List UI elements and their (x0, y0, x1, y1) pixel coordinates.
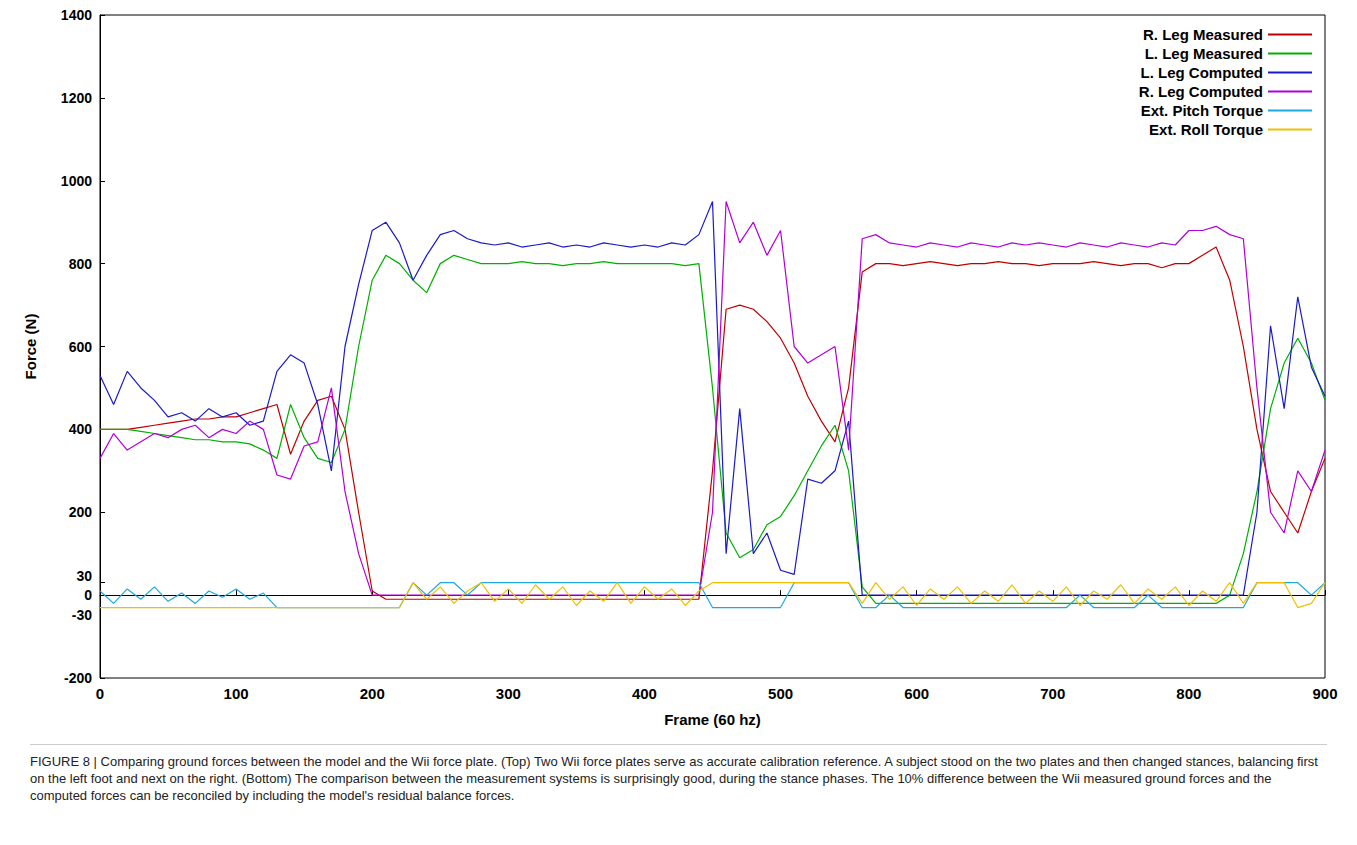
svg-text:0: 0 (84, 587, 92, 603)
svg-text:L. Leg Measured: L. Leg Measured (1145, 45, 1263, 62)
html-text:FIGURE 8 | Comparing ground fo: FIGURE 8 | Comparing ground forces betwe… (30, 754, 1318, 803)
svg-text:600: 600 (69, 339, 93, 355)
svg-text:Frame (60 hz): Frame (60 hz) (664, 711, 761, 728)
svg-text:800: 800 (69, 256, 93, 272)
svg-text:Ext. Pitch Torque: Ext. Pitch Torque (1141, 102, 1263, 119)
svg-text:500: 500 (768, 685, 793, 702)
svg-text:300: 300 (496, 685, 521, 702)
svg-text:100: 100 (224, 685, 249, 702)
svg-text:Force (N): Force (N) (22, 314, 39, 380)
svg-text:400: 400 (69, 421, 93, 437)
svg-text:1400: 1400 (61, 7, 92, 23)
svg-text:800: 800 (1176, 685, 1201, 702)
svg-text:-200: -200 (64, 670, 92, 686)
svg-text:R. Leg Computed: R. Leg Computed (1139, 83, 1263, 100)
svg-text:L. Leg Computed: L. Leg Computed (1141, 64, 1264, 81)
svg-text:-30: -30 (72, 607, 92, 623)
svg-text:700: 700 (1040, 685, 1065, 702)
svg-text:200: 200 (69, 504, 93, 520)
svg-text:R. Leg Measured: R. Leg Measured (1143, 26, 1263, 43)
svg-text:900: 900 (1312, 685, 1337, 702)
svg-text:Ext. Roll Torque: Ext. Roll Torque (1149, 121, 1263, 138)
svg-text:30: 30 (76, 568, 92, 584)
svg-text:600: 600 (904, 685, 929, 702)
svg-text:200: 200 (360, 685, 385, 702)
svg-text:1200: 1200 (61, 90, 92, 106)
svg-text:0: 0 (96, 685, 104, 702)
svg-text:400: 400 (632, 685, 657, 702)
svg-text:1000: 1000 (61, 173, 92, 189)
